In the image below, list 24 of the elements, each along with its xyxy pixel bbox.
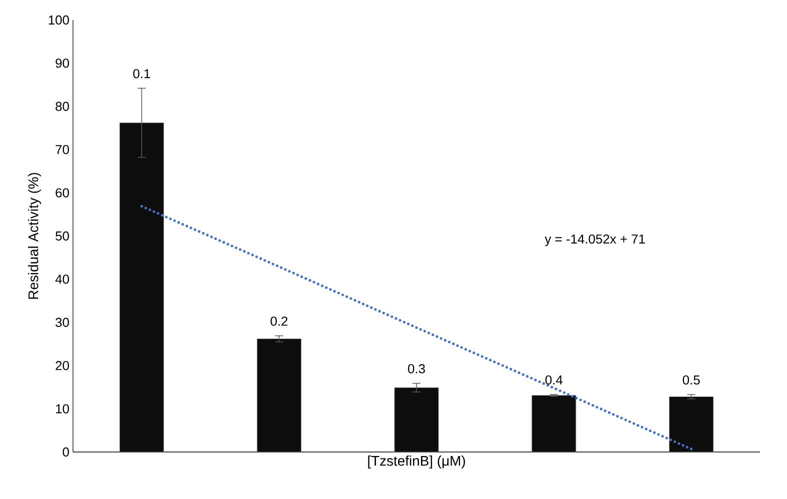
x-tick-label: 0.4 <box>545 375 563 385</box>
annotation: y = -14.052x + 71 <box>544 234 645 246</box>
bar <box>532 395 576 452</box>
y-tick-label: 90 <box>56 58 69 68</box>
bar <box>394 387 439 452</box>
bar <box>120 122 164 452</box>
y-tick-label: 80 <box>56 102 69 111</box>
y-tick-label: 70 <box>56 145 69 154</box>
y-tick-label: 30 <box>56 318 69 327</box>
x-axis-title: [TzstefinB] (μM) <box>368 456 465 469</box>
y-tick-label: 60 <box>56 188 69 198</box>
y-tick-label: 40 <box>55 274 69 284</box>
x-tick-label: 0.3 <box>408 364 425 374</box>
y-tick-label: 100 <box>48 15 69 25</box>
x-tick-label: 0.1 <box>133 69 150 78</box>
y-tick-label: 10 <box>56 404 69 414</box>
bar <box>669 396 714 452</box>
y-tick-label: 0 <box>62 447 69 457</box>
x-tick-label: 0.5 <box>682 375 700 385</box>
y-axis-title: Residual Activity (%) <box>28 172 42 299</box>
bar <box>256 338 302 452</box>
y-tick-label: 50 <box>56 231 69 241</box>
x-tick-label: 0.2 <box>270 316 288 326</box>
y-tick-label: 20 <box>56 361 69 370</box>
